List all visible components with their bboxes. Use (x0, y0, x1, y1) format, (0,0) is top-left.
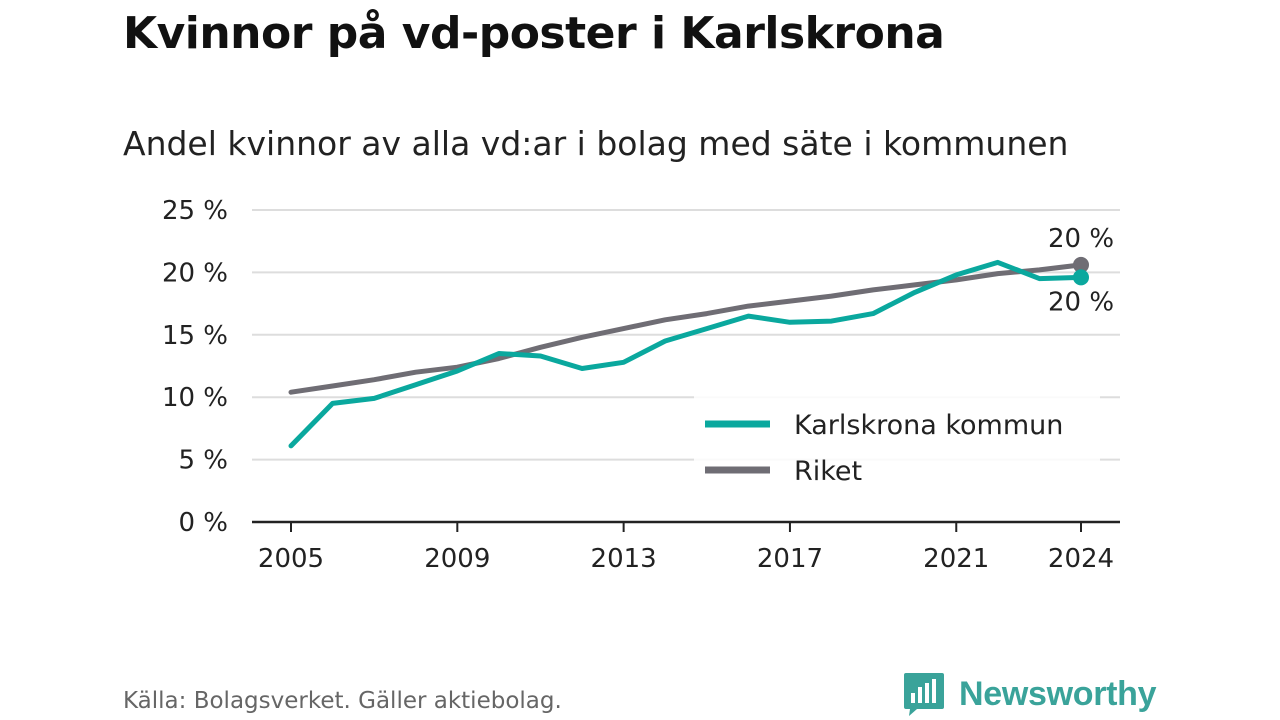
series-lines (288, 256, 1089, 449)
chart-title: Kvinnor på vd-poster i Karlskrona (123, 8, 945, 59)
x-tick-label: 2024 (1048, 544, 1114, 574)
legend-label: Karlskrona kommun (794, 410, 1063, 441)
newsworthy-chart-icon (904, 673, 944, 716)
brand-name: Newsworthy (959, 674, 1157, 713)
axes: 0 % 5 % 10 % 15 % 20 % 25 % 2005 2009 2013 2017 20… (162, 196, 1120, 574)
source-note: Källa: Bolagsverket. Gäller aktiebolag. (123, 688, 562, 714)
x-tick-label: 2021 (923, 544, 989, 574)
series-line-riket (288, 262, 1084, 395)
y-tick-label: 0 % (178, 508, 228, 538)
chart-subtitle: Andel kvinnor av alla vd:ar i bolag med … (123, 124, 1069, 163)
end-label-riket: 20 % (1048, 224, 1114, 254)
y-tick-label: 10 % (162, 383, 228, 413)
end-label-karlskrona: 20 % (1048, 287, 1114, 317)
legend: Karlskrona kommun Riket (694, 394, 1100, 500)
end-point-karlskrona (1073, 269, 1089, 286)
y-tick-label: 15 % (162, 321, 228, 351)
y-tick-label: 5 % (178, 446, 228, 476)
x-tick-label: 2017 (757, 544, 823, 574)
end-labels: 20 % 20 % (1048, 224, 1114, 317)
y-tick-label: 20 % (162, 258, 228, 288)
brand-logo[interactable]: Newsworthy (903, 670, 1157, 718)
y-tick-label: 25 % (162, 196, 228, 226)
legend-background (694, 394, 1100, 500)
x-tick-label: 2009 (424, 544, 490, 574)
x-tick-label: 2005 (258, 544, 324, 574)
end-point-riket (1073, 256, 1089, 273)
series-line-karlskrona (288, 259, 1084, 449)
x-tick-label: 2013 (591, 544, 657, 574)
legend-label: Riket (794, 456, 862, 487)
